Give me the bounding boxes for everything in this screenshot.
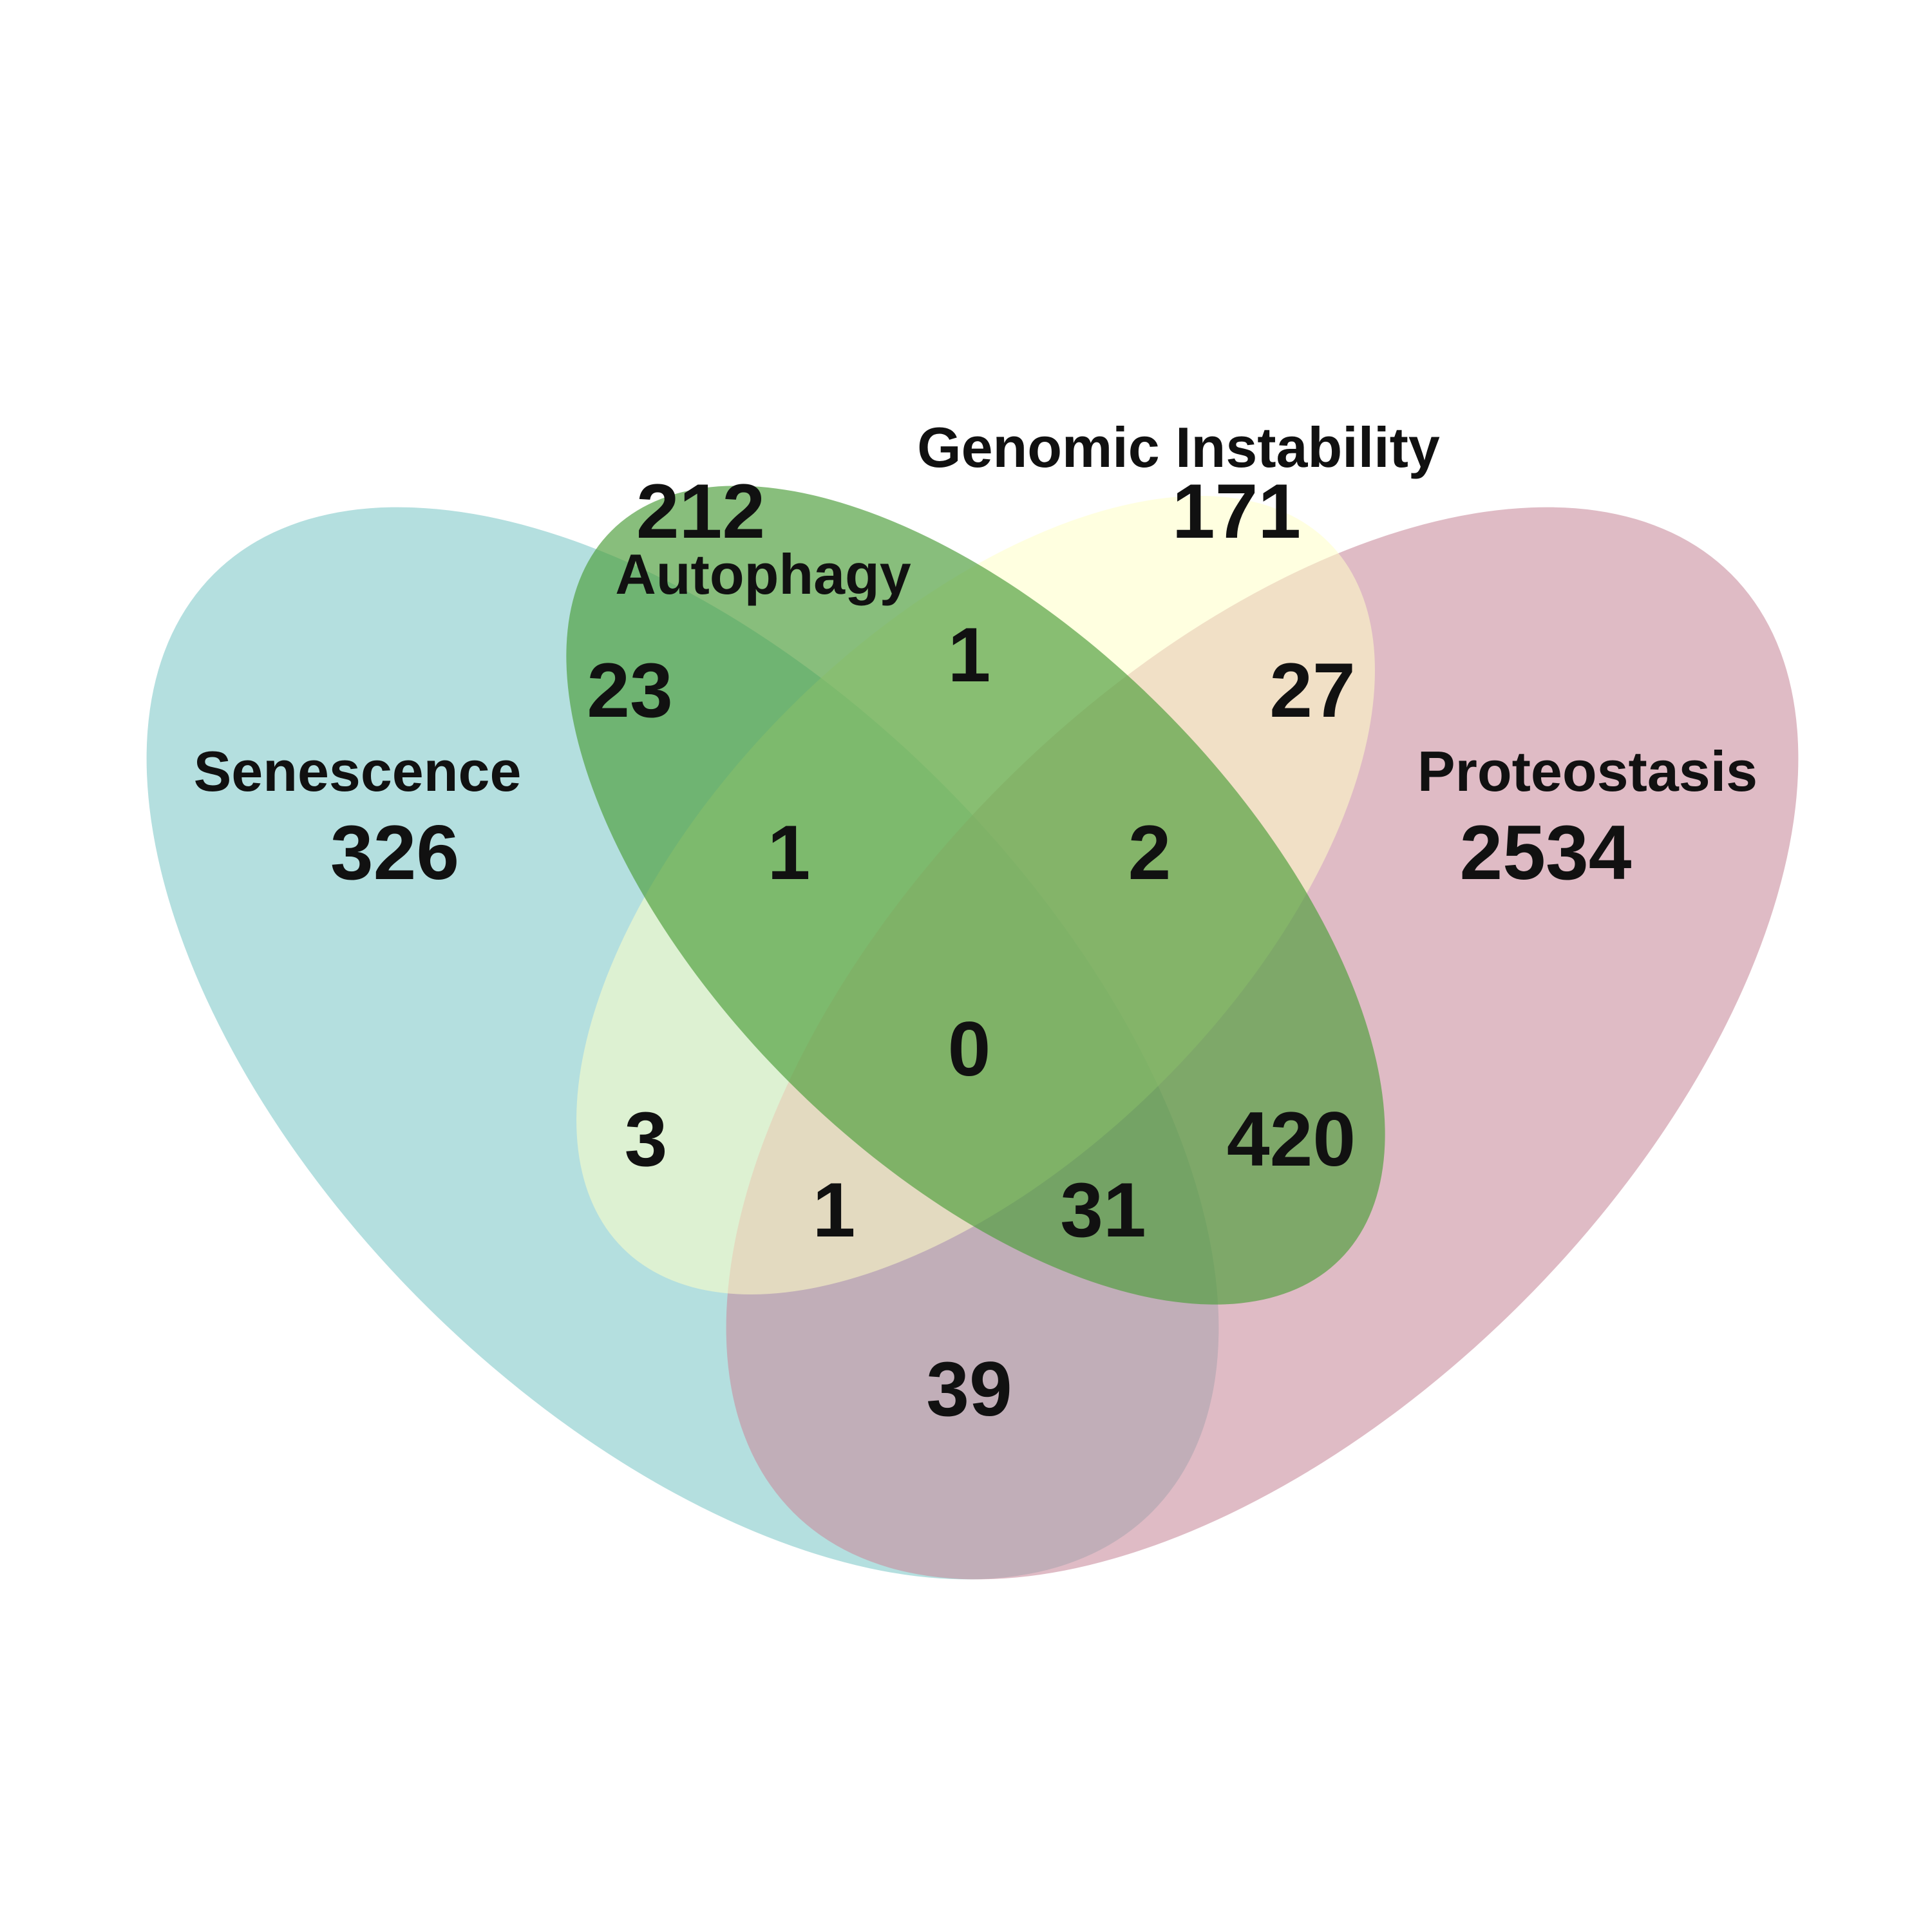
count-autophagy-only: 212 [636,468,765,554]
count-senescence-autophagy: 23 [587,647,672,734]
count-genomic-only: 171 [1172,468,1301,554]
count-senescence-genomic-proteostasis: 1 [813,1167,856,1253]
count-autophagy-genomic: 1 [948,612,991,698]
autophagy-label: Autophagy [615,542,911,606]
count-senescence-only: 326 [330,810,459,896]
count-autophagy-genomic-proteostasis: 2 [1128,810,1171,896]
count-proteostasis-only: 2534 [1460,810,1632,896]
autophagy-ellipse [566,486,1385,1305]
count-senescence-autophagy-genomic: 1 [768,810,811,896]
count-senescence-genomic: 3 [625,1096,668,1182]
genomic-instability-label: Genomic Instability [917,415,1440,479]
count-all-four: 0 [948,1006,991,1092]
senescence-label: Senescence [194,739,522,803]
count-genomic-proteostasis: 27 [1269,647,1355,734]
count-senescence-proteostasis: 39 [926,1346,1012,1432]
proteostasis-label: Proteostasis [1417,739,1757,803]
count-senescence-autophagy-proteostasis: 31 [1060,1167,1146,1253]
count-autophagy-proteostasis: 420 [1227,1096,1356,1182]
